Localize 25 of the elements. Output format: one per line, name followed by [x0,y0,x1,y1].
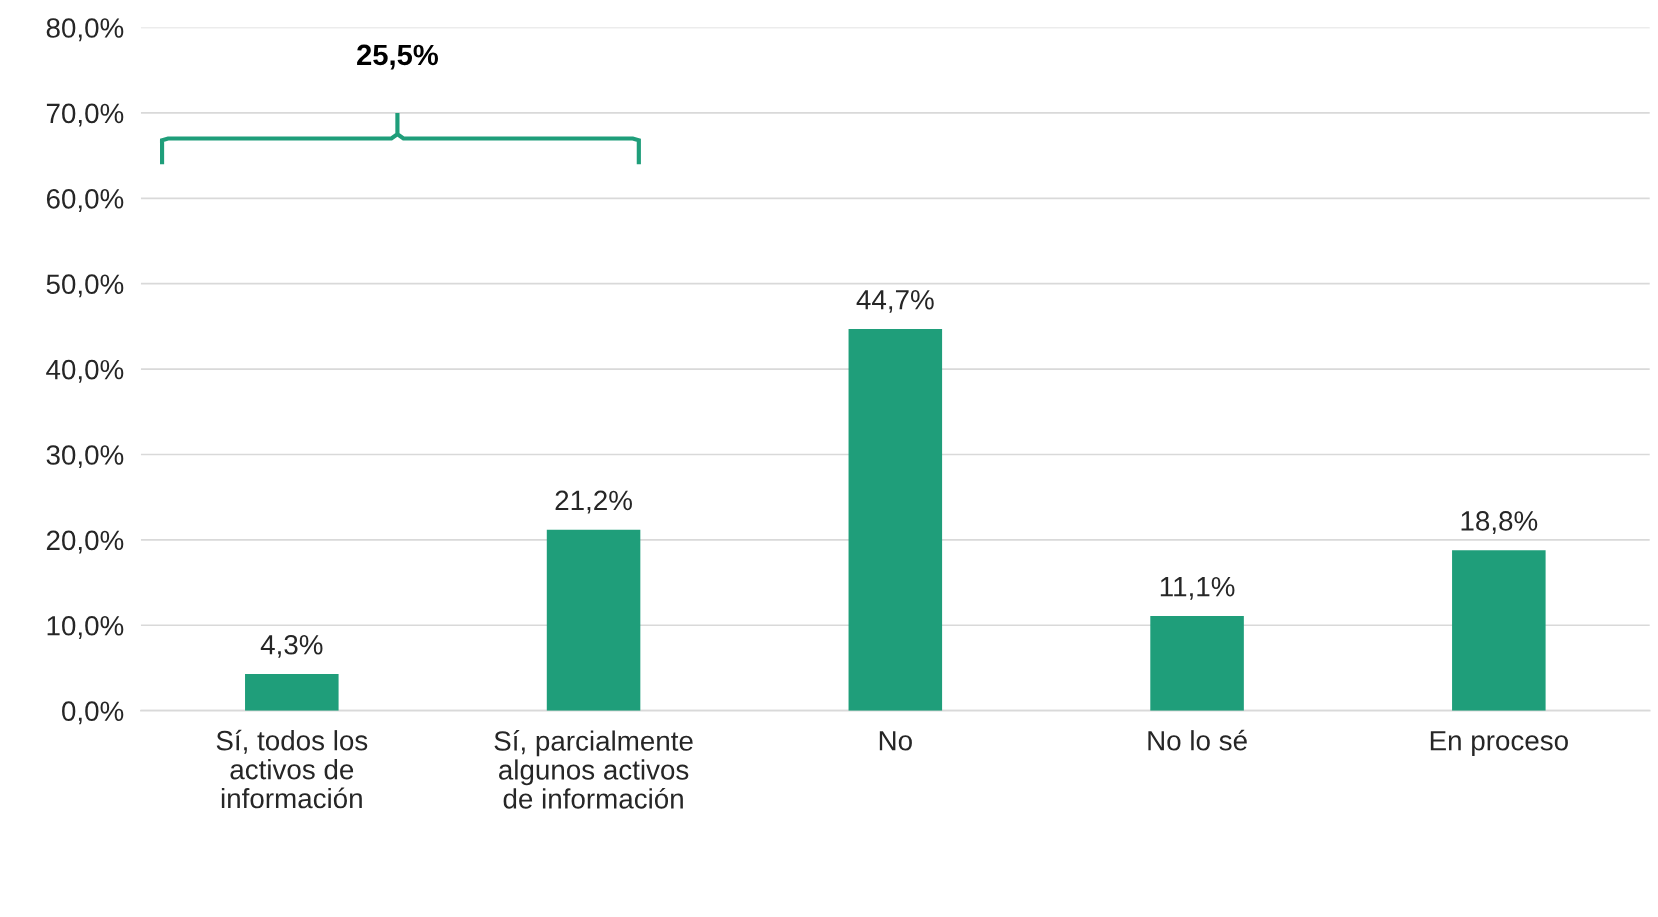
y-tick-label: 0,0% [62,701,124,725]
y-tick-label: 30,0% [46,445,124,469]
data-label: 11,1% [1160,576,1235,600]
x-tick-label: Sí, todos los activos de información [216,729,368,809]
y-tick-label: 70,0% [46,103,124,127]
bar [245,673,339,711]
bar [1452,550,1546,711]
x-tick-label: No [879,731,912,751]
y-tick-label: 40,0% [46,359,124,383]
bar [546,529,641,711]
bar [1150,615,1244,711]
x-tick-label: En proceso [1430,731,1568,757]
bar [848,328,943,711]
data-label: 21,2% [555,490,632,514]
annotation: 25,5% [357,44,439,70]
x-tick-label: No lo sé [1148,729,1247,751]
y-tick-label: 50,0% [46,274,124,298]
y-tick-label: 20,0% [46,530,124,554]
y-tick-label: 10,0% [47,615,124,639]
x-tick-label: Sí, parcialmente algunos activos de información [494,730,693,809]
data-label: 4,3% [260,634,323,658]
y-tick-label: 80,0% [46,18,124,42]
data-label: 44,7% [856,290,934,313]
y-tick-label: 60,0% [46,188,124,212]
data-label: 18,8% [1461,511,1538,535]
